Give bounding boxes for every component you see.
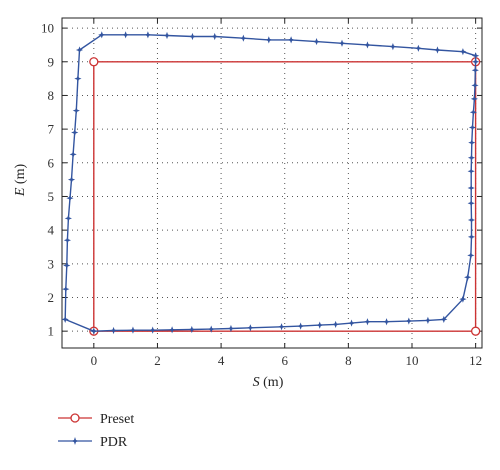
series-pdr-point	[66, 194, 74, 202]
series-pdr-point	[472, 58, 480, 66]
x-tick-label: 6	[281, 353, 288, 368]
series-pdr-point	[69, 150, 77, 158]
y-tick-label: 4	[48, 223, 55, 238]
series-pdr-point	[211, 32, 219, 41]
y-tick-label: 2	[48, 290, 55, 305]
series-pdr-point	[98, 31, 106, 39]
series-pdr-point	[63, 236, 72, 244]
series-pdr-point	[316, 321, 324, 329]
y-tick-label: 9	[48, 54, 55, 69]
series-pdr-point	[332, 320, 340, 329]
series-pdr-point	[277, 323, 286, 331]
y-tick-label: 5	[48, 189, 55, 204]
series-pdr-point	[90, 327, 98, 335]
series-pdr-point	[207, 325, 215, 333]
series-pdr-point	[468, 123, 477, 132]
series-pdr-point	[469, 108, 478, 116]
legend: Preset PDR	[58, 412, 134, 450]
legend-entry-preset: Preset	[58, 412, 134, 427]
series-pdr-point	[62, 285, 70, 293]
series-pdr-point	[472, 52, 480, 60]
series-pdr-point	[109, 326, 118, 335]
series-pdr-point	[470, 95, 478, 103]
series-pdr-point	[467, 199, 475, 207]
series-pdr-point	[239, 34, 247, 42]
series-pdr-point	[414, 44, 422, 52]
series-pdr-point	[129, 326, 137, 334]
y-tick-label: 10	[41, 21, 54, 36]
x-axis-label: S (m)	[253, 375, 284, 390]
series-pdr-point	[338, 39, 346, 47]
series-pdr-point	[168, 326, 176, 334]
series-pdr-point	[122, 31, 130, 39]
series-pdr-point	[312, 37, 321, 46]
series-pdr-point	[287, 36, 295, 44]
series-pdr-point	[75, 46, 84, 54]
legend-pdr-marker	[71, 437, 79, 445]
series-pdr-point	[64, 214, 72, 222]
series-pdr-point	[188, 325, 196, 334]
series-pdr-point	[471, 66, 479, 74]
x-tick-label: 12	[469, 353, 482, 368]
series-pdr-point	[389, 43, 397, 51]
legend-preset-marker	[70, 413, 80, 423]
series-pdr-point	[74, 75, 82, 83]
series-pdr-point	[459, 48, 467, 56]
series-pdr-point	[467, 251, 475, 259]
y-tick-label: 6	[48, 155, 55, 170]
y-axis-label: E (m)	[13, 164, 28, 198]
series-pdr-point	[467, 233, 476, 241]
series-pdr-point	[459, 295, 467, 303]
series-pdr-point	[347, 319, 356, 327]
series-pdr-point	[297, 322, 305, 330]
series-pdr-point	[61, 315, 69, 323]
series-pdr-point	[227, 324, 235, 333]
series-pdr-point	[71, 128, 79, 137]
series-pdr-point	[467, 184, 475, 192]
x-tick-label: 0	[91, 353, 98, 368]
legend-pdr-label: PDR	[100, 435, 128, 450]
series-pdr-point	[467, 154, 476, 162]
series-pdr-point	[149, 326, 157, 334]
series-pdr-point	[405, 317, 413, 325]
x-tick-label: 4	[218, 353, 225, 368]
x-tick-label: 10	[406, 353, 419, 368]
grid-layer	[62, 18, 482, 348]
y-tick-label: 1	[48, 324, 55, 339]
series-pdr-point	[67, 176, 76, 184]
plot-frame	[61, 17, 483, 349]
legend-entry-pdr: PDR	[58, 435, 128, 450]
series-layer	[61, 31, 481, 336]
series-pdr-point	[468, 138, 476, 147]
series-pdr-point	[467, 167, 475, 175]
series-pdr-point	[246, 324, 254, 332]
series-pdr-point	[424, 316, 432, 324]
y-tick-label: 8	[48, 88, 55, 103]
series-pdr-point	[467, 216, 476, 224]
series-pdr-point	[144, 31, 152, 39]
series-pdr-line	[64, 34, 477, 332]
series-pdr-point	[382, 318, 391, 326]
series-pdr-point	[433, 46, 442, 54]
series-pdr-point	[188, 32, 197, 41]
series-pdr-point	[440, 315, 448, 323]
x-tick-label: 8	[345, 353, 352, 368]
series-pdr-point	[72, 107, 80, 115]
series-preset-line	[93, 61, 477, 332]
legend-preset-label: Preset	[100, 412, 134, 427]
series-pdr-point	[363, 41, 372, 49]
series-pdr-point	[265, 36, 273, 44]
series-pdr-point	[464, 273, 472, 281]
y-tick-label: 7	[48, 122, 55, 137]
series-pdr-point	[363, 318, 372, 326]
series-preset-point	[89, 57, 99, 67]
series-pdr-point	[471, 81, 479, 89]
y-tick-label: 3	[48, 256, 55, 271]
x-tick-label: 2	[154, 353, 161, 368]
series-pdr-point	[163, 31, 171, 40]
series-pdr-point	[63, 261, 71, 270]
series-preset-point	[470, 326, 481, 336]
